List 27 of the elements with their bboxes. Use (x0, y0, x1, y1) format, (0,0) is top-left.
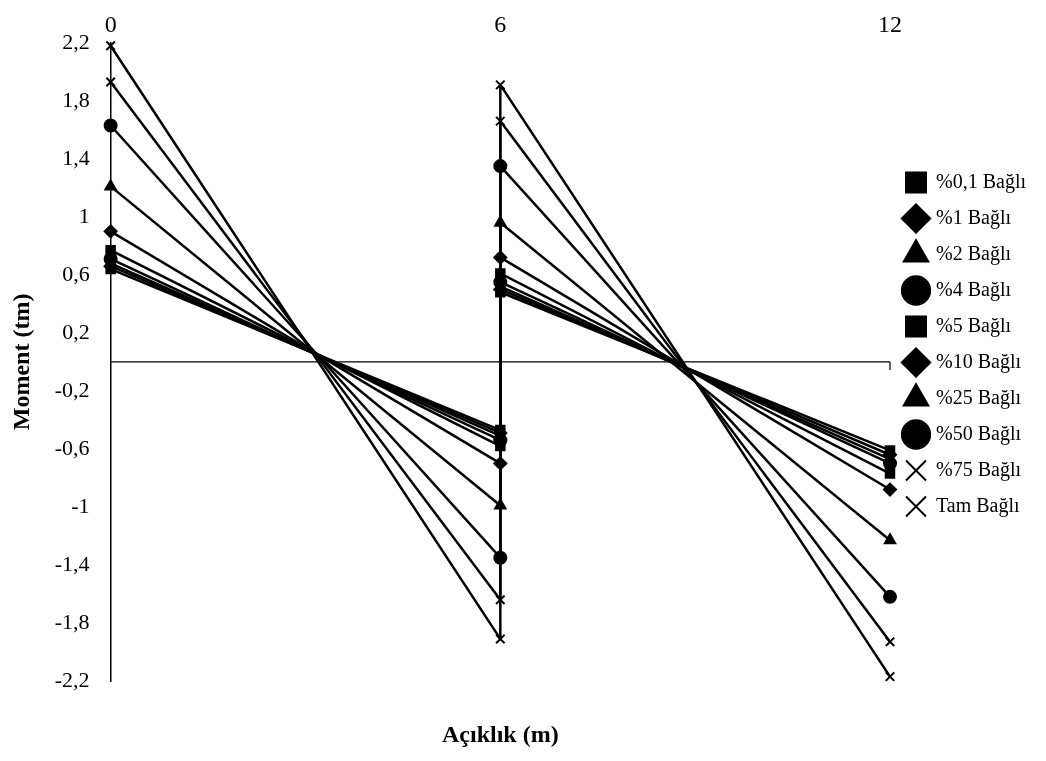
x-tick-label: 6 (494, 10, 507, 37)
legend-label: %1 Bağlı (936, 205, 1012, 229)
y-tick-label: 1,4 (62, 144, 90, 170)
y-tick-label: -2,2 (54, 666, 90, 692)
legend-label: %5 Bağlı (936, 313, 1012, 337)
legend-label: Tam Bağlı (936, 493, 1021, 517)
y-tick-label: -1,8 (54, 608, 90, 634)
y-tick-label: 0,6 (62, 260, 90, 286)
y-axis-title: Moment (tm) (7, 293, 34, 431)
y-tick-label: -1,4 (54, 550, 90, 576)
y-tick-label: -0,6 (54, 434, 90, 460)
y-tick-label: 0,2 (62, 318, 90, 344)
legend-label: %10 Bağlı (936, 349, 1022, 373)
legend-label: %25 Bağlı (936, 385, 1022, 409)
x-tick-label: 0 (104, 10, 117, 37)
x-tick-label: 12 (878, 10, 903, 37)
legend-label: %0,1 Bağlı (936, 169, 1027, 193)
legend-label: %75 Bağlı (936, 457, 1022, 481)
legend-label: %2 Bağlı (936, 241, 1012, 265)
legend-label: %4 Bağlı (936, 277, 1012, 301)
y-tick-label: 2,2 (62, 28, 90, 54)
y-tick-label: 1,8 (62, 86, 90, 112)
legend-label: %50 Bağlı (936, 421, 1022, 445)
x-axis-title: Açıklık (m) (441, 721, 559, 748)
y-tick-label: -1 (71, 492, 90, 518)
y-tick-label: -0,2 (54, 376, 90, 402)
y-tick-label: 1 (78, 202, 90, 228)
